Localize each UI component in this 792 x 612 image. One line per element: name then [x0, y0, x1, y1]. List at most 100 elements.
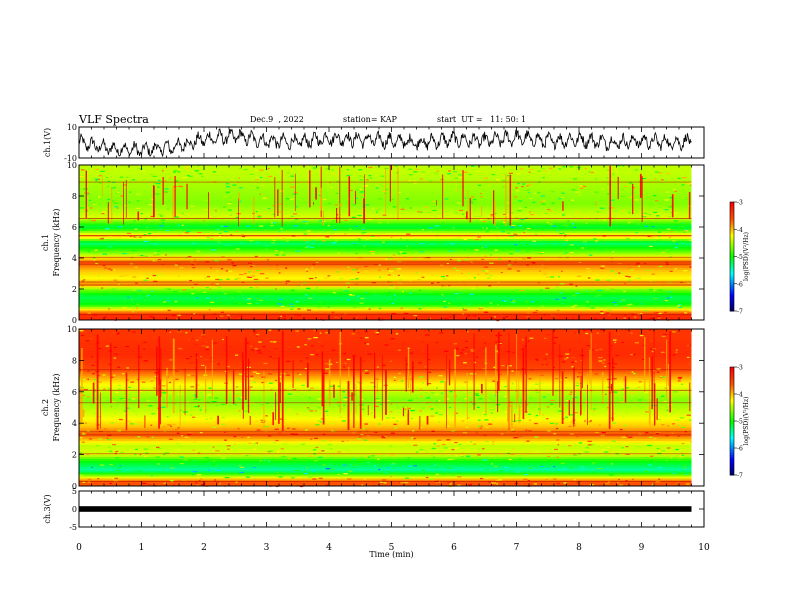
ch2-colorbar-cell	[730, 377, 734, 381]
ch1-ytick-1: -10	[64, 154, 77, 163]
ch1-colorbar-cell	[730, 276, 734, 279]
ch2-colorbar-label: log(PSD)(V²/Hz)	[743, 397, 750, 446]
ch2-colorbar-cell	[730, 473, 734, 476]
ch1-colorbar-cell	[730, 267, 734, 270]
ch2-colorbar-cell	[730, 399, 734, 402]
ch1-colorbar-cell	[730, 236, 734, 239]
ch2-colorbar-cell	[730, 421, 734, 424]
ch2-colorbar-cell	[730, 408, 734, 411]
xaxis-label: Time (min)	[369, 550, 413, 559]
xtick-8: 8	[576, 543, 582, 553]
ch1-colorbar-cell	[730, 232, 734, 236]
ch2-colorbar-cell	[730, 383, 734, 386]
ch2-colorbar-cell	[730, 435, 734, 438]
ch1-colorbar-cell	[730, 216, 734, 219]
ch2-spectrogram	[79, 329, 704, 488]
ch2-colorbar-tick-4: -7	[737, 473, 743, 480]
ch1-ytick-4: 8	[72, 192, 77, 201]
ch1-colorbar-cell	[730, 202, 734, 205]
ch1-colorbar-tick-3: -6	[737, 281, 743, 288]
ch2-colorbar-cell	[730, 426, 734, 429]
ch1-colorbar-cell	[730, 205, 734, 208]
ch2-colorbar-cell	[730, 439, 734, 442]
ch1-colorbar-cell	[730, 212, 734, 216]
ch2-colorbar-cell	[730, 401, 734, 404]
ch1-colorbar-tick-1: -4	[737, 227, 743, 234]
ch1-ylabel: ch.1(V)	[43, 128, 52, 157]
ch1-colorbar-cell	[730, 274, 734, 277]
ch2-colorbar-cell	[730, 390, 734, 393]
ch1-colorbar-label: log(PSD)(V²/Hz)	[743, 232, 750, 281]
ch2-colorbar-cell	[730, 442, 734, 445]
ch1-ytick-2: 4	[72, 254, 77, 263]
ch2-colorbar-cell	[730, 455, 734, 458]
ch2-colorbar-cell	[730, 460, 734, 463]
ch2-colorbar-cell	[730, 433, 734, 436]
station-label: station= KAP	[343, 115, 397, 124]
ch2-colorbar-tick-2: -5	[737, 419, 743, 426]
ch1-colorbar-cell	[730, 285, 734, 288]
start-time-label: start UT = 11: 50: 1	[437, 115, 527, 124]
ch1-ylabel-channel: ch.1	[41, 234, 50, 251]
ch1-colorbar-cell	[730, 269, 734, 272]
ch2-ytick-1: 2	[72, 451, 77, 460]
ch2-colorbar-cell	[730, 446, 734, 449]
ch2-colorbar-cell	[730, 386, 734, 390]
ch1-colorbar-cell	[730, 247, 734, 250]
ch1-colorbar-cell	[730, 243, 734, 247]
ch1-colorbar-cell	[730, 238, 734, 241]
ch2-colorbar-cell	[730, 392, 734, 395]
ch2-colorbar-cell	[730, 430, 734, 433]
ch3-ytick-1: 0	[72, 505, 77, 514]
ch1-colorbar-cell	[730, 292, 734, 296]
ch1-ytick-0: 0	[72, 316, 77, 325]
ch1-colorbar-cell	[730, 220, 734, 223]
ch1-colorbar-cell	[730, 211, 734, 214]
ch2-colorbar-cell	[730, 379, 734, 382]
ch2-colorbar-tick-0: -3	[737, 365, 743, 372]
ch1-colorbar-cell	[730, 261, 734, 265]
ch2-colorbar-cell	[730, 464, 734, 467]
ch2-colorbar-cell	[730, 415, 734, 418]
ch2-colorbar-cell	[730, 469, 734, 472]
ch1-colorbar-cell	[730, 209, 734, 212]
ch2-colorbar-cell	[730, 374, 734, 377]
ch1-colorbar-tick-0: -3	[737, 200, 743, 207]
ch2-colorbar-tick-3: -6	[737, 446, 743, 453]
ch2-ytick-3: 6	[72, 388, 77, 397]
xtick-1: 1	[139, 543, 145, 553]
ch1-colorbar-cell	[730, 271, 734, 274]
ch1-colorbar-cell	[730, 300, 734, 303]
ch2-colorbar-cell	[730, 466, 734, 469]
ch2-colorbar-cell	[730, 422, 734, 426]
ch2-colorbar-tick-1: -4	[737, 392, 743, 399]
ch2-ytick-2: 4	[72, 419, 77, 428]
ch1-colorbar-cell	[730, 251, 734, 254]
ch2-colorbar-cell	[730, 406, 734, 409]
ch2-colorbar-cell	[730, 372, 734, 375]
ch1-ytick-1: 2	[72, 285, 77, 294]
ch2-colorbar-cell	[730, 394, 734, 397]
ch1-colorbar-cell	[730, 203, 734, 207]
ch2-colorbar-cell	[730, 381, 734, 384]
ch3-waveform-line	[79, 506, 692, 512]
ch2-colorbar-cell	[730, 424, 734, 427]
ch2-colorbar-cell	[730, 370, 734, 373]
xtick-0: 0	[76, 543, 82, 553]
ch2-colorbar-cell	[730, 368, 734, 372]
ch1-ytick-0: 10	[67, 123, 77, 132]
ch1-colorbar-cell	[730, 214, 734, 218]
ch1-colorbar-cell	[730, 287, 734, 290]
xtick-10: 10	[698, 543, 710, 553]
xtick-6: 6	[451, 543, 457, 553]
ch1-colorbar-cell	[730, 303, 734, 307]
ch1-colorbar-cell	[730, 307, 734, 310]
ch2-colorbar-cell	[730, 458, 734, 462]
ch2-colorbar-cell	[730, 397, 734, 400]
ch1-colorbar-cell	[730, 254, 734, 257]
ch3-ytick-0: 5	[72, 487, 77, 496]
ch2-ylabel-frequency: Frequency (kHz)	[52, 373, 61, 441]
ch1-colorbar-cell	[730, 305, 734, 308]
ch1-colorbar-cell	[730, 258, 734, 261]
